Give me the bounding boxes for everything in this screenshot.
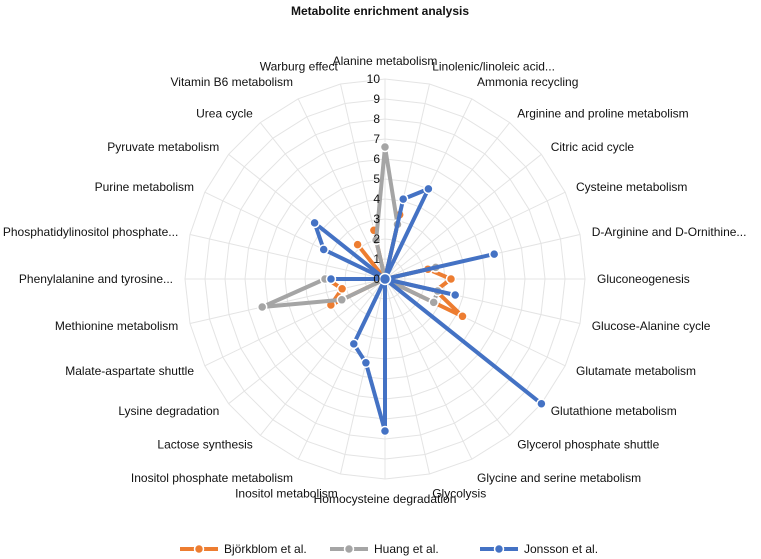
category-label: Phenylalanine and tyrosine... [19, 272, 173, 286]
data-point [428, 297, 439, 308]
category-label: Phosphatidylinositol phosphate... [3, 225, 178, 239]
spoke [297, 98, 386, 280]
category-label: Glycerol phosphate shuttle [517, 438, 659, 452]
tick-label: 2 [373, 232, 380, 246]
data-point [336, 294, 348, 306]
tick-label: 7 [373, 132, 380, 146]
category-label: Cysteine metabolism [576, 180, 687, 194]
category-label: Glutathione metabolism [551, 404, 677, 418]
spoke [384, 122, 511, 280]
data-point [360, 357, 372, 369]
category-label: Ammonia recycling [477, 75, 578, 89]
tick-label: 3 [373, 212, 380, 226]
spoke [228, 278, 386, 405]
category-label: Vitamin B6 metabolism [171, 75, 294, 89]
legend-label: Jonsson et al. [524, 542, 598, 556]
category-label: Warburg effect [260, 59, 339, 73]
spoke [189, 234, 386, 280]
legend-label: Huang et al. [374, 542, 439, 556]
category-label: Glycine and serine metabolism [477, 471, 641, 485]
series-layer [256, 141, 547, 437]
category-label: Inositol metabolism [235, 487, 338, 501]
spoke [189, 278, 386, 324]
legend-marker [343, 543, 355, 555]
tick-label: 8 [373, 112, 380, 126]
category-label: Linolenic/linoleic acid... [432, 59, 555, 73]
data-point [318, 244, 329, 255]
radial-ticks: 0 1 2 3 4 5 6 7 8 9 10 [367, 72, 381, 286]
spoke [384, 278, 511, 436]
chart-title: Metabolite enrichment analysis [291, 4, 469, 18]
category-label: Gluconeogenesis [597, 272, 690, 286]
data-point [352, 239, 363, 250]
center-point [378, 272, 392, 286]
category-label: Citric acid cycle [551, 140, 635, 154]
spoke [384, 191, 566, 280]
data-point [336, 283, 348, 295]
data-point [370, 234, 382, 246]
data-point [309, 217, 320, 229]
category-label: Methionine metabolism [55, 319, 178, 333]
tick-label: 0 [373, 272, 380, 286]
legend-marker [193, 543, 205, 555]
tick-label: 9 [373, 92, 380, 106]
data-point [325, 273, 337, 285]
category-label: Pyruvate metabolism [107, 140, 219, 154]
data-point [256, 301, 268, 313]
data-point [536, 398, 547, 409]
data-point [449, 289, 461, 301]
category-label: Homocysteine degradation [314, 492, 457, 506]
legend-item-3: Jonsson et al. [480, 542, 598, 556]
category-label: Glucose-Alanine cycle [592, 319, 711, 333]
legend-item-2: Huang et al. [330, 542, 439, 556]
spoke [340, 278, 386, 475]
data-point [488, 248, 500, 260]
category-label: Lysine degradation [118, 404, 219, 418]
category-label: Glutamate metabolism [576, 364, 696, 378]
category-label: D-Arginine and D-Ornithine... [592, 225, 747, 239]
legend-marker [493, 543, 505, 555]
category-label: Malate-aspartate shuttle [65, 364, 194, 378]
category-label: Glycolysis [432, 487, 486, 501]
legend-item-1: Björkblom et al. [180, 542, 307, 556]
data-point [445, 273, 457, 285]
tick-label: 10 [367, 72, 381, 86]
tick-label: 5 [373, 172, 380, 186]
data-point [397, 193, 409, 205]
data-point [379, 425, 391, 437]
legend-label: Björkblom et al. [224, 542, 307, 556]
data-point [379, 141, 391, 153]
spoke [384, 153, 542, 280]
category-label: Inositol phosphate metabolism [131, 471, 293, 485]
category-label: Urea cycle [196, 106, 253, 120]
category-label: Lactose synthesis [157, 438, 252, 452]
tick-label: 6 [373, 152, 380, 166]
category-label: Alanine metabolism [333, 54, 438, 68]
data-point [457, 311, 468, 322]
data-point [348, 338, 360, 350]
data-point [423, 183, 434, 195]
tick-label: 4 [373, 192, 380, 206]
category-label: Arginine and proline metabolism [517, 106, 688, 120]
spoke [384, 278, 430, 475]
category-label: Purine metabolism [95, 180, 194, 194]
legend: Björkblom et al. Huang et al. Jonsson et a… [180, 542, 598, 556]
spoke [259, 278, 386, 436]
spoke [384, 278, 473, 460]
tick-label: 1 [373, 252, 380, 266]
